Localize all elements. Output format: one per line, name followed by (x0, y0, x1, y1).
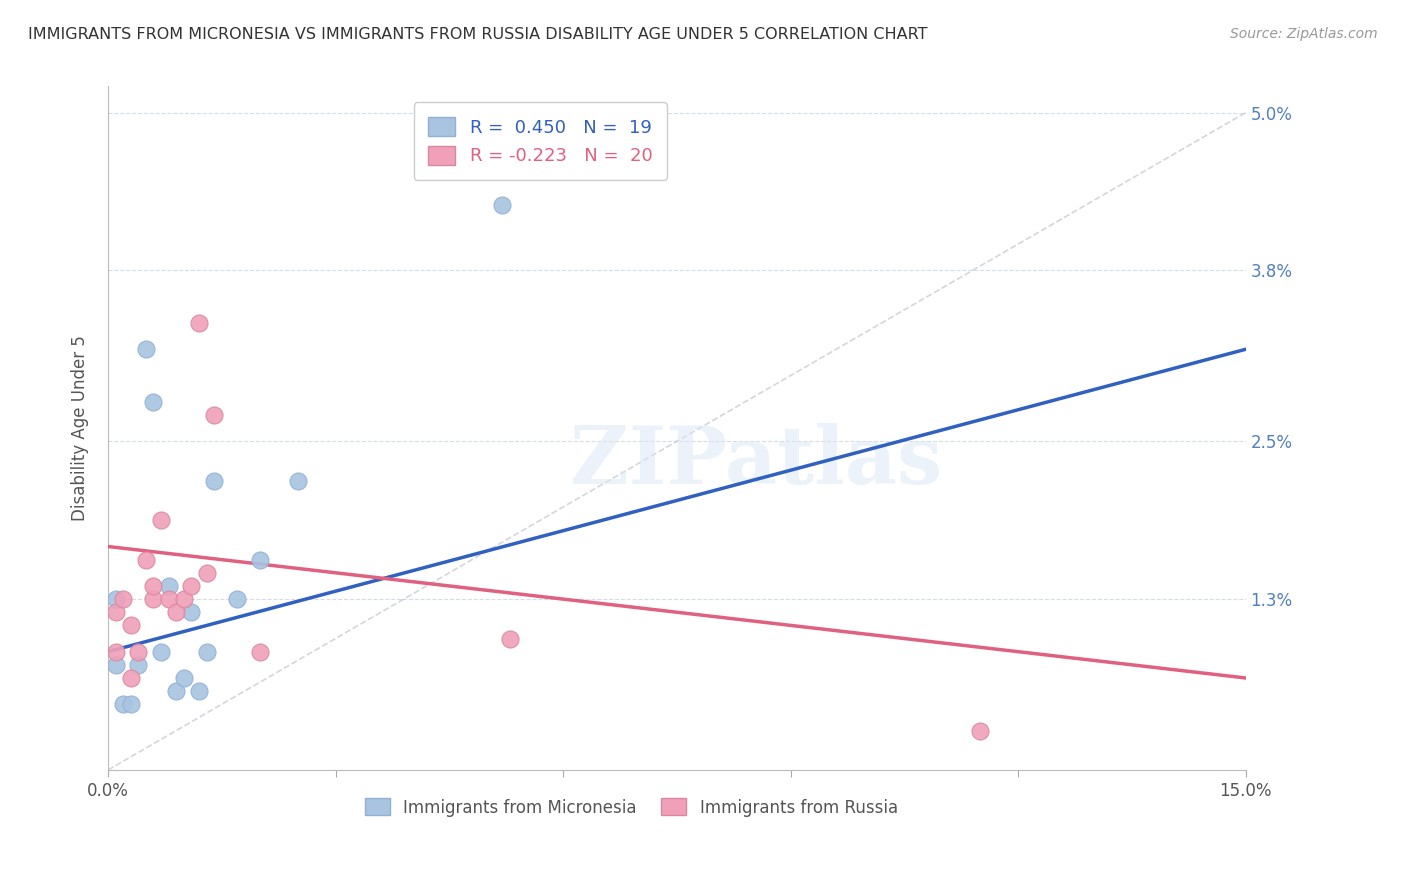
Point (180, 605, 202, 619)
Text: IMMIGRANTS FROM MICRONESIA VS IMMIGRANTS FROM RUSSIA DISABILITY AGE UNDER 5 CORR: IMMIGRANTS FROM MICRONESIA VS IMMIGRANTS… (28, 27, 928, 42)
Point (120, 698, 142, 712)
Point (104, 645, 127, 659)
Point (165, 605, 187, 619)
Point (135, 343, 157, 357)
Point (104, 605, 127, 619)
Point (104, 657, 127, 672)
Point (142, 579, 165, 593)
Legend: Immigrants from Micronesia, Immigrants from Russia: Immigrants from Micronesia, Immigrants f… (359, 792, 904, 823)
Point (188, 684, 211, 698)
Y-axis label: Disability Age Under 5: Disability Age Under 5 (72, 335, 89, 521)
Point (142, 592, 165, 607)
Point (249, 645, 271, 659)
Point (195, 566, 218, 580)
Point (127, 645, 149, 659)
Point (142, 395, 165, 409)
Point (120, 671, 142, 685)
Point (150, 513, 173, 527)
Point (202, 408, 225, 422)
Point (157, 579, 180, 593)
Text: Source: ZipAtlas.com: Source: ZipAtlas.com (1230, 27, 1378, 41)
Point (112, 592, 135, 607)
Point (249, 552, 271, 566)
Point (226, 592, 249, 607)
Point (969, 723, 991, 738)
Point (127, 657, 149, 672)
Point (491, 197, 513, 211)
Point (157, 592, 180, 607)
Point (112, 698, 135, 712)
Point (188, 316, 211, 330)
Point (135, 552, 157, 566)
Point (287, 474, 309, 488)
Point (173, 671, 195, 685)
Point (499, 632, 522, 646)
Point (202, 474, 225, 488)
Point (195, 645, 218, 659)
Text: ZIPatlas: ZIPatlas (571, 424, 942, 501)
Point (104, 592, 127, 607)
Point (120, 618, 142, 632)
Point (173, 592, 195, 607)
Point (165, 684, 187, 698)
Point (180, 579, 202, 593)
Point (150, 645, 173, 659)
